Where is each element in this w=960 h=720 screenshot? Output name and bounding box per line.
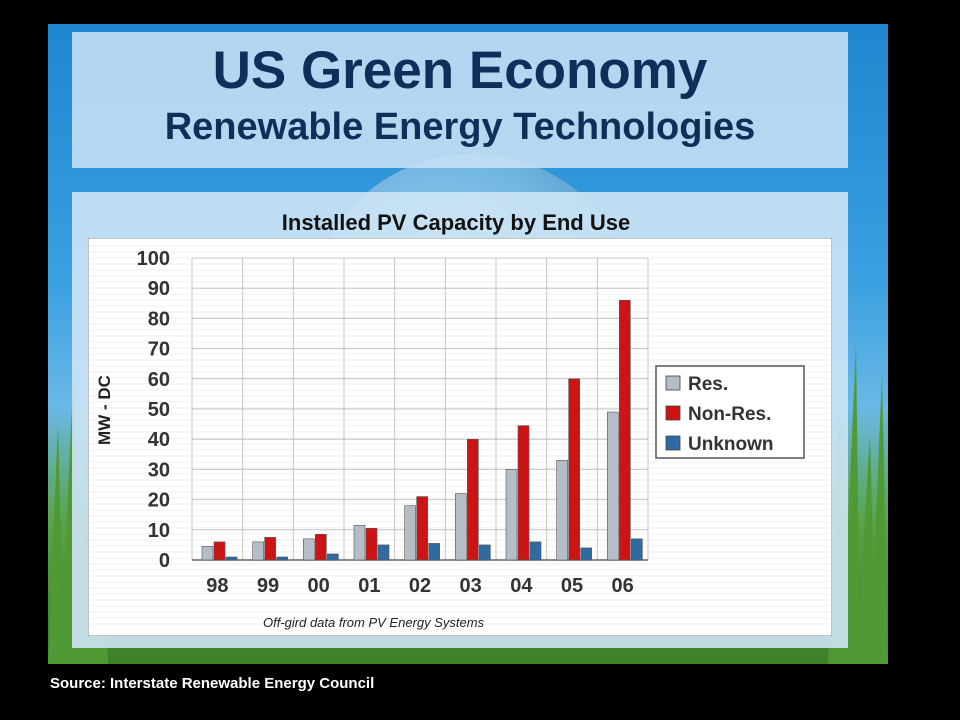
bar — [377, 544, 390, 561]
bar — [252, 541, 264, 561]
y-tick-label: 70 — [148, 339, 170, 361]
bar — [619, 299, 631, 561]
bar — [213, 541, 226, 561]
x-axis-ticks: 98 99 00 01 02 03 04 05 06 — [206, 575, 634, 597]
legend: Res. Non-Res. Unknown — [655, 365, 805, 459]
bar — [225, 556, 238, 561]
slide-title: US Green Economy — [212, 41, 708, 100]
chart-title: Installed PV Capacity by End Use — [281, 210, 631, 235]
bar — [467, 438, 479, 561]
bar — [568, 378, 580, 561]
y-tick-label: 20 — [148, 490, 170, 512]
y-axis-label: MW - DC — [95, 375, 114, 445]
bar — [315, 534, 327, 561]
bar — [327, 553, 339, 561]
legend-label: Unknown — [688, 434, 774, 455]
bar — [404, 505, 416, 561]
bar — [353, 524, 366, 561]
bar — [505, 469, 518, 561]
bar — [607, 411, 619, 561]
bar — [580, 547, 592, 561]
legend-swatch — [665, 405, 681, 421]
y-tick-label: 60 — [148, 369, 170, 391]
legend-label: Non-Res. — [688, 404, 771, 425]
bar — [556, 460, 568, 561]
x-tick-label: 05 — [561, 575, 583, 597]
bar — [428, 543, 440, 561]
x-tick-label: 98 — [206, 575, 228, 597]
bar — [201, 546, 214, 561]
bar — [479, 544, 491, 561]
x-tick-label: 04 — [510, 575, 533, 597]
y-tick-label: 90 — [148, 278, 170, 300]
bar-chart: 0 10 20 30 40 50 60 70 80 90 100 98 99 00 01 02 03 04 05 0… — [88, 238, 832, 636]
bar — [631, 538, 643, 561]
x-tick-label: 06 — [612, 575, 634, 597]
bar — [365, 527, 378, 561]
legend-box — [655, 365, 805, 459]
title-box: US Green Economy Renewable Energy Techno… — [72, 32, 848, 168]
legend-swatch — [665, 435, 681, 451]
y-axis-ticks: 0 10 20 30 40 50 60 70 80 90 100 — [137, 248, 170, 572]
source-note: Source: Interstate Renewable Energy Coun… — [50, 675, 375, 692]
bar — [517, 425, 530, 561]
x-tick-label: 00 — [308, 575, 330, 597]
bar — [264, 537, 276, 561]
y-tick-label: 30 — [148, 459, 170, 481]
y-tick-label: 0 — [159, 550, 170, 572]
bar — [455, 493, 467, 561]
x-tick-label: 01 — [358, 575, 380, 597]
bars — [201, 299, 643, 561]
y-tick-label: 80 — [148, 308, 170, 330]
legend-swatch — [665, 375, 681, 391]
background-lines — [90, 245, 830, 625]
y-tick-label: 100 — [137, 248, 170, 270]
legend-label: Res. — [688, 374, 728, 395]
bar — [303, 538, 315, 561]
bar — [276, 556, 288, 561]
y-tick-label: 10 — [148, 520, 170, 542]
x-tick-label: 02 — [409, 575, 431, 597]
y-tick-label: 50 — [148, 399, 170, 421]
x-tick-label: 03 — [460, 575, 482, 597]
bar — [416, 496, 428, 561]
y-tick-label: 40 — [148, 429, 170, 451]
bar — [529, 541, 542, 561]
chart-footnote: Off-gird data from PV Energy Systems — [263, 615, 485, 630]
x-tick-label: 99 — [257, 575, 279, 597]
slide-subtitle: Renewable Energy Technologies — [164, 106, 756, 148]
